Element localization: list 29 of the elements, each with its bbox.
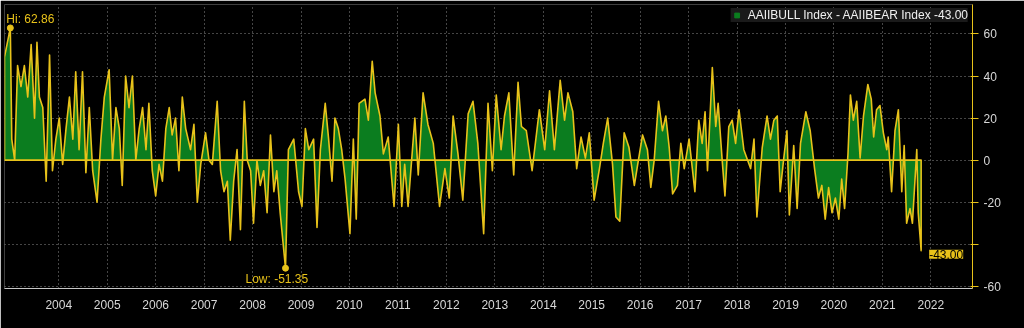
x-tick-label: 2021 [869, 297, 897, 312]
y-tick-label: 20 [983, 111, 998, 126]
y-tick-label: 40 [983, 69, 998, 84]
x-tick-label: 2020 [820, 297, 848, 312]
x-tick-label: 2014 [529, 297, 557, 312]
x-tick-label: 2016 [626, 297, 654, 312]
y-tick-label: 60 [983, 27, 998, 42]
annotation: -43.00 [929, 247, 964, 262]
x-tick-label: 2013 [481, 297, 509, 312]
x-tick-label: 2006 [142, 297, 170, 312]
x-tick-label: 2012 [433, 297, 461, 312]
annotation: Low: -51.35 [245, 272, 309, 287]
y-tick-label: -20 [983, 195, 1002, 210]
x-tick-label: 2004 [45, 297, 73, 312]
x-tick-label: 2011 [385, 297, 412, 312]
legend-label: AAIIBULL Index - AAIIBEAR Index -43.00 [747, 8, 968, 22]
x-tick-label: 2018 [723, 297, 751, 312]
y-tick-label: 0 [983, 153, 991, 168]
x-tick-label: 2009 [287, 297, 315, 312]
x-tick-label: 2017 [675, 297, 703, 312]
x-tick-label: 2019 [772, 297, 800, 312]
x-tick-label: 2005 [93, 297, 121, 312]
x-tick-label: 2022 [917, 297, 945, 312]
annotation: Hi: 62.86 [6, 11, 55, 26]
x-tick-label: 2010 [336, 297, 364, 312]
x-tick-label: 2007 [190, 297, 218, 312]
y-tick-label: -60 [983, 279, 1002, 294]
x-tick-label: 2008 [239, 297, 267, 312]
x-tick-label: 2015 [578, 297, 606, 312]
